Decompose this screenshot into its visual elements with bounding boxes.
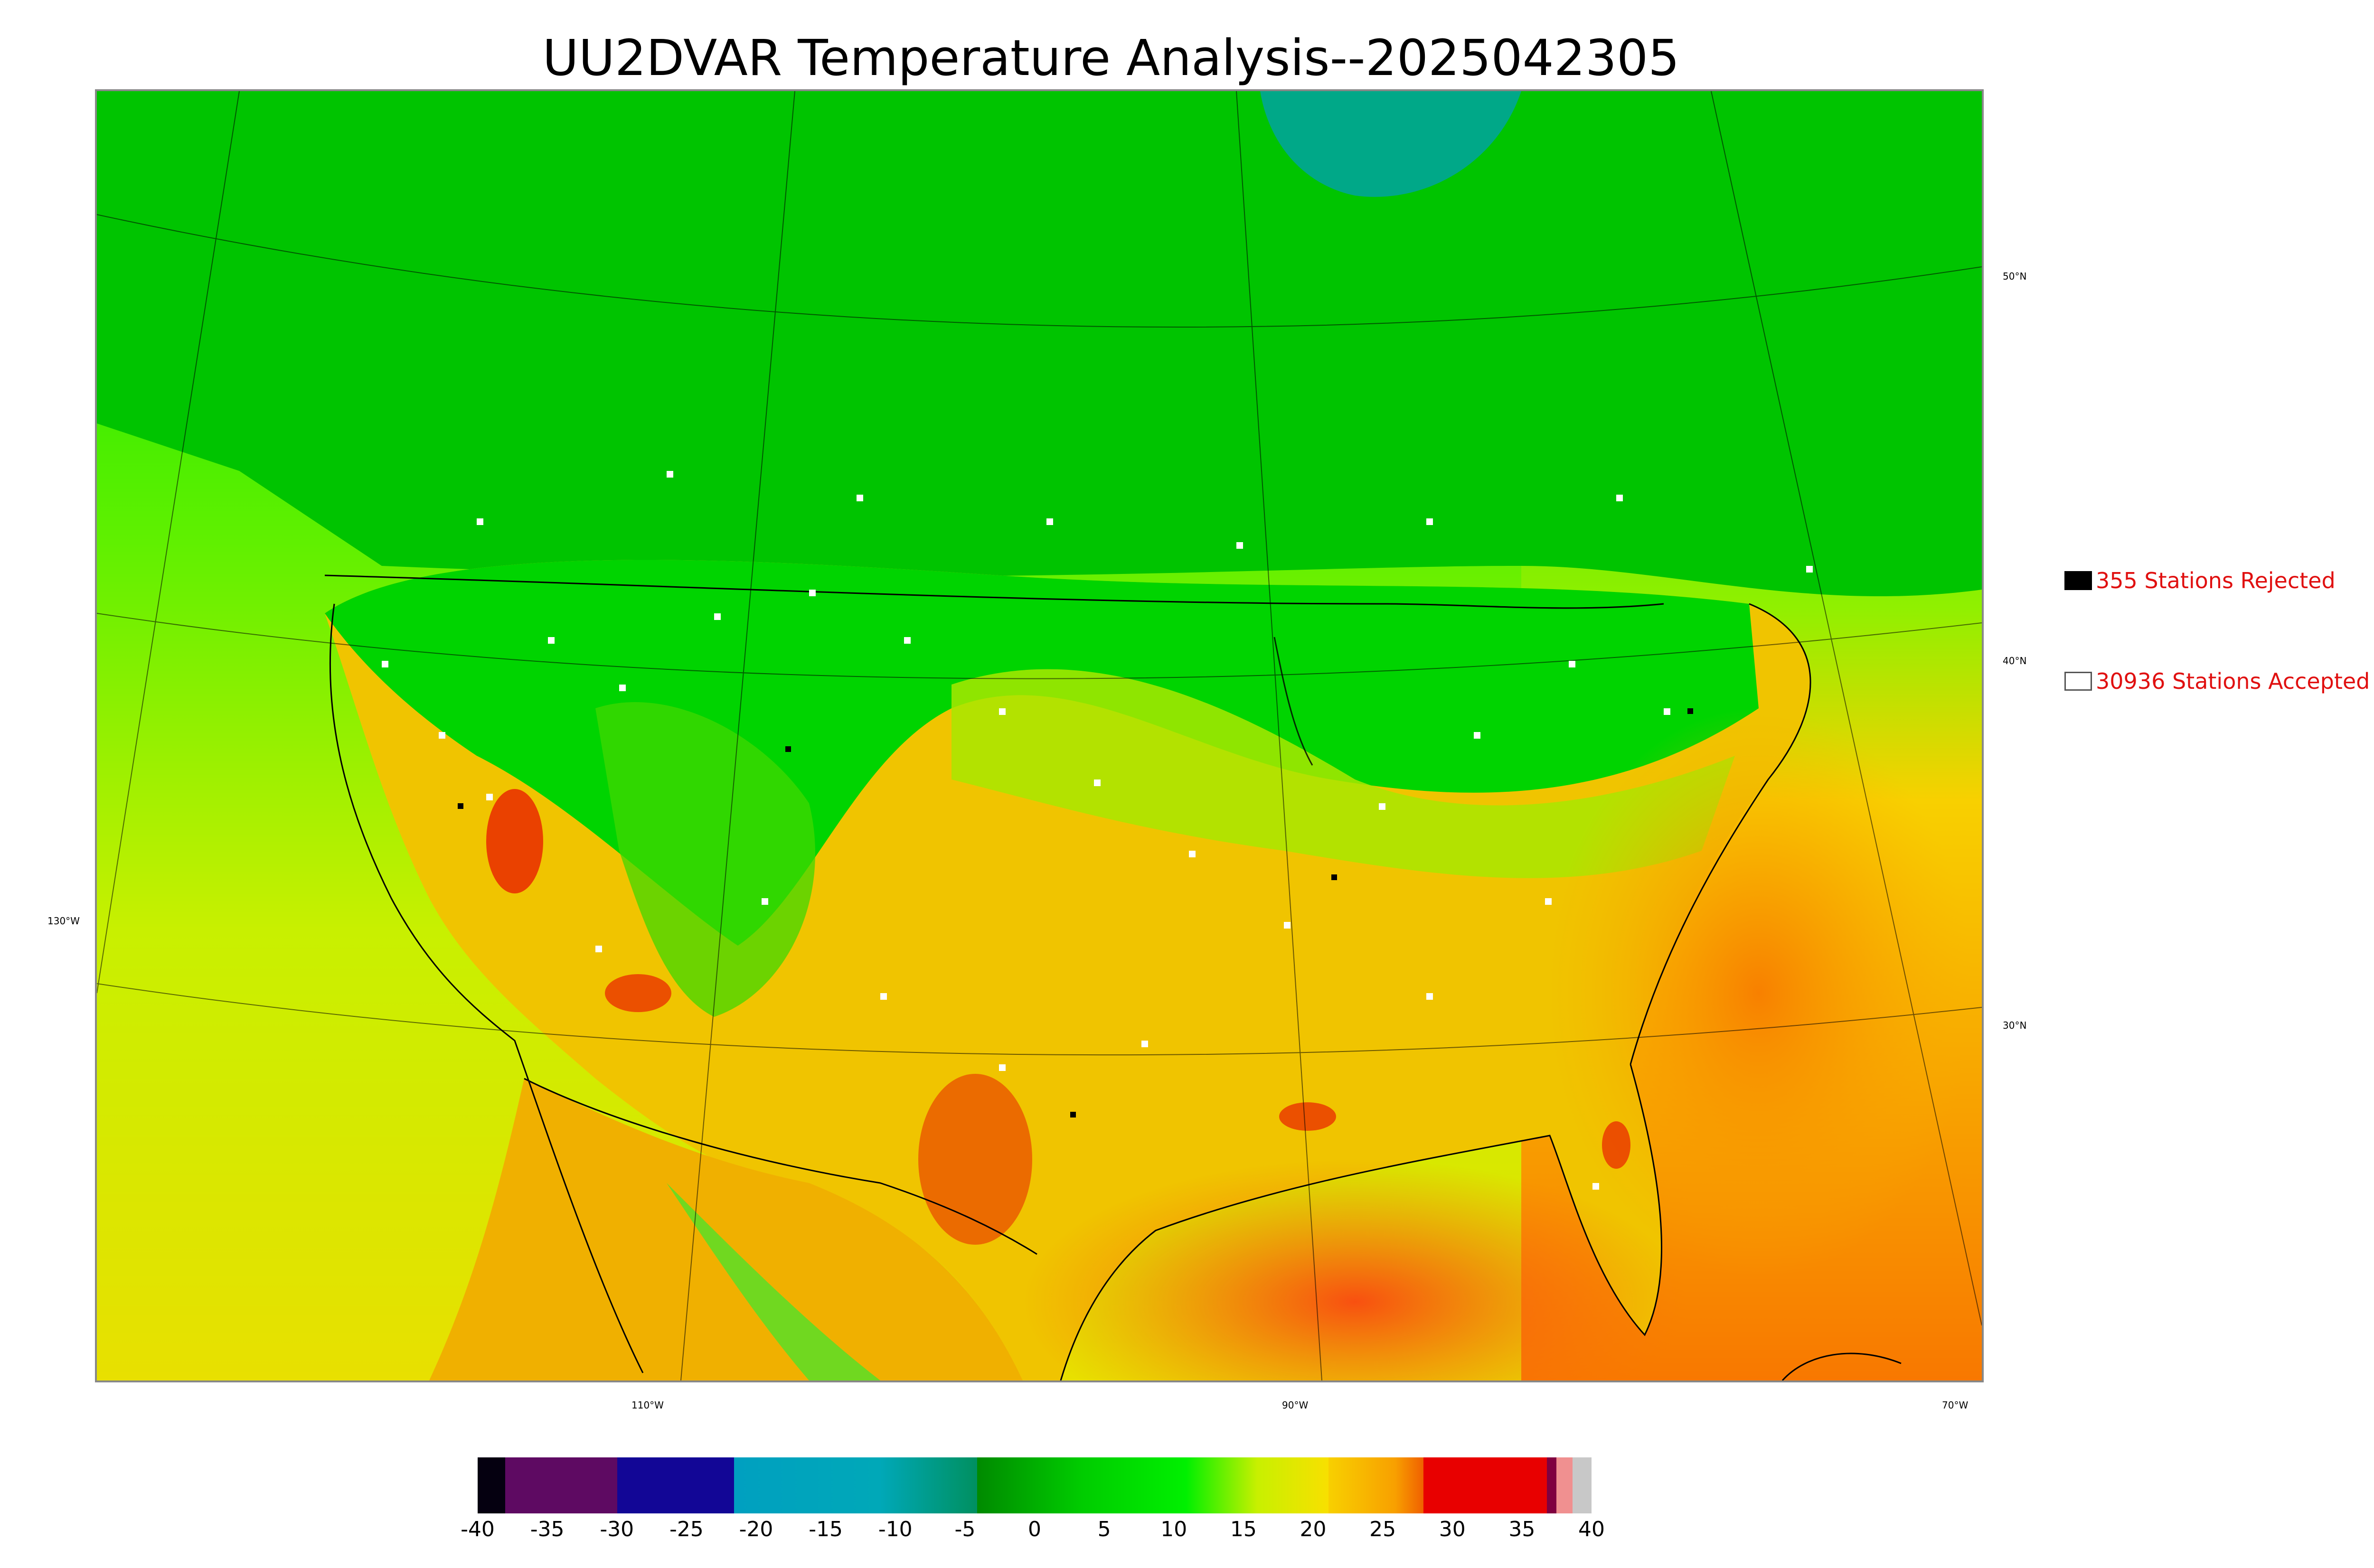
lon-label-70w: 70°W [1942,1399,1969,1411]
sonoran-hotspot [605,974,671,1012]
colorbar-tick-label: 30 [1439,1517,1466,1541]
colorbar-segment [1556,1457,1573,1513]
florida-hotspot [1602,1121,1630,1169]
colorbar-segment [1423,1457,1547,1513]
atlantic-warm-field [1545,708,1972,1278]
colorbar-tick-label: 0 [1028,1517,1041,1541]
colorbar-segment [1186,1457,1328,1513]
temperature-map[interactable] [95,89,1984,1382]
colorbar-segment [977,1457,1186,1513]
colorbar-segment [1328,1457,1423,1513]
colorbar-tick-label: -15 [809,1517,843,1541]
colorbar-tick-label: -10 [878,1517,913,1541]
rockies-cool-field [595,702,816,1017]
colorbar-segment [505,1457,617,1513]
accepted-swatch [2064,672,2092,691]
colorbar-tick-label: -5 [954,1517,976,1541]
transition-field [951,669,1735,878]
colorbar-tick-label: 25 [1369,1517,1396,1541]
colorbar-segment [478,1457,505,1513]
colorbar-segment [617,1457,734,1513]
graticule [97,91,1982,1380]
louisiana-hotspot [1279,1102,1336,1131]
mexico-field [429,1079,1023,1380]
colorbar-segment [1573,1457,1592,1513]
colorbar-tick-label: 15 [1230,1517,1257,1541]
colorbar-tick-label: 20 [1300,1517,1327,1541]
rejected-swatch [2064,571,2092,590]
colorbar-tick-labels: -40 -35 -30 -25 -20 -15 -10 -5 0 5 10 15 20 25 30 35 40 [461,1517,1605,1546]
boundaries [324,574,1902,1380]
rejected-stations [458,708,1693,1117]
colorbar-tick-label: 35 [1508,1517,1536,1541]
lon-label-90w: 90°W [1282,1399,1309,1411]
colorbar-tick-label: -30 [600,1517,634,1541]
gulf-warm-field [1023,1159,1687,1380]
colorbar-tick-label: -20 [739,1517,773,1541]
colorbar-tick-label: 5 [1097,1517,1111,1541]
colorbar-tick-label: 40 [1578,1517,1605,1541]
lon-label-130w: 130°W [47,915,80,927]
lon-label-110w: 110°W [631,1399,664,1411]
colorbar-tick-label: -35 [530,1517,565,1541]
lat-label-30n: 30°N [2003,1020,2027,1031]
death-valley-hotspot [486,789,543,893]
canada-field [97,91,1982,596]
colorbar-segment [734,1457,977,1513]
colorbar-tick-label: 10 [1160,1517,1187,1541]
colorbar-segment [1547,1457,1556,1513]
accepted-label: 30936 Stations Accepted [2096,668,2370,694]
colorbar-tick-label: -40 [461,1517,495,1541]
colorbar [478,1457,1592,1513]
legend-accepted: 30936 Stations Accepted [2064,668,2370,694]
map-title: UU2DVAR Temperature Analysis--2025042305 [542,29,1680,87]
hudson-bay-field [1260,91,1521,197]
temperature-analysis-canvas [97,91,1982,1380]
accepted-stations [382,471,1813,1190]
lat-label-50n: 50°N [2003,271,2027,282]
rejected-label: 355 Stations Rejected [2096,568,2336,593]
lat-label-40n: 40°N [2003,655,2027,667]
colorbar-tick-label: -25 [669,1517,704,1541]
rio-grande-hotspot [918,1074,1032,1245]
legend-rejected: 355 Stations Rejected [2064,568,2336,593]
